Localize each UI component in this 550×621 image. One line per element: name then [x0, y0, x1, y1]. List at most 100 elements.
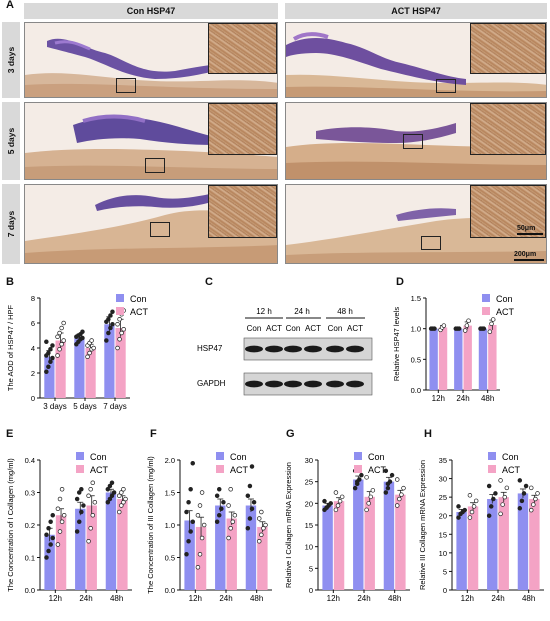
data-point — [119, 490, 124, 495]
data-point — [251, 499, 257, 505]
band-gapdh-6 — [346, 380, 364, 388]
band-gapdh-2 — [265, 380, 283, 388]
data-point — [117, 336, 122, 342]
data-point — [46, 548, 51, 554]
data-point — [50, 512, 55, 518]
inset-act-7days — [470, 185, 546, 238]
data-point — [48, 542, 53, 547]
bar-con — [353, 479, 364, 590]
data-point — [401, 485, 406, 491]
legend-label-act: ACT — [230, 465, 249, 475]
data-point — [105, 486, 111, 492]
bar-act — [85, 348, 96, 398]
data-point — [491, 496, 496, 502]
wb-time-24h: 24 h — [294, 307, 310, 316]
data-point — [115, 321, 120, 327]
data-point — [117, 317, 122, 322]
chart-g: 0 5 10 15 20 25 30 Relative I Collagen mRNA Exp… — [284, 452, 410, 603]
data-point — [199, 535, 205, 541]
legend-swatch-act — [482, 307, 490, 315]
data-point — [88, 486, 93, 492]
bar-act — [86, 505, 97, 590]
wb-lane-2: ACT — [266, 324, 282, 333]
legend-swatch-act — [116, 307, 124, 315]
data-point — [121, 486, 126, 492]
legend-label-con: Con — [90, 452, 107, 462]
y-tick-label: 0.0 — [411, 386, 421, 395]
data-point — [190, 519, 195, 524]
data-point — [249, 506, 255, 511]
data-point — [481, 326, 487, 331]
data-point — [57, 330, 62, 336]
inset-con-5days — [208, 103, 277, 155]
data-point — [486, 483, 492, 489]
bar-act — [438, 327, 448, 390]
x-tick-label: 12h — [189, 594, 202, 603]
y-tick-label: 5 — [443, 567, 447, 576]
data-point — [195, 564, 201, 570]
data-point — [86, 538, 91, 544]
data-point — [59, 325, 64, 331]
data-point — [59, 519, 65, 524]
x-tick-label: 48h — [388, 594, 401, 603]
legend-label-act: ACT — [130, 307, 149, 317]
data-point — [46, 525, 51, 531]
legend-label-con: Con — [496, 294, 513, 304]
panel-letter-d: D — [396, 276, 404, 288]
data-point — [519, 498, 525, 504]
data-point — [55, 353, 60, 358]
bar-con — [454, 328, 463, 390]
bar-con — [184, 520, 195, 590]
bar-act — [364, 496, 375, 590]
legend-swatch-con — [354, 452, 362, 460]
data-point — [456, 515, 461, 520]
data-point — [214, 519, 220, 524]
y-tick-label: 10 — [439, 549, 447, 558]
data-point — [92, 499, 98, 505]
x-tick-label: 48h — [110, 594, 123, 603]
bar-act — [395, 494, 406, 590]
roi-box-act-3days — [436, 79, 456, 93]
y-axis-label: Relative HSP47 levels — [392, 307, 401, 381]
data-point — [324, 505, 329, 510]
data-point — [55, 506, 61, 511]
data-point — [322, 498, 327, 504]
data-point — [467, 515, 473, 520]
data-point — [469, 509, 475, 515]
data-point — [61, 512, 67, 518]
bar-con — [517, 493, 529, 590]
data-point — [333, 490, 339, 495]
legend-label-con: Con — [130, 294, 147, 304]
legend-label-con: Con — [230, 452, 247, 462]
data-point — [46, 350, 51, 356]
x-tick-label: 3 days — [43, 402, 67, 411]
bar-con — [74, 338, 85, 398]
x-tick-label: 48h — [481, 394, 494, 403]
chart-h: 0 5 10 15 20 25 30 35 Relative III Collagen mRNA… — [418, 452, 544, 603]
legend-label-act: ACT — [90, 465, 109, 475]
data-point — [354, 479, 360, 484]
data-point — [337, 498, 343, 504]
panel-letter-f: F — [150, 428, 157, 440]
data-point — [107, 483, 113, 489]
x-tick-label: 12h — [49, 594, 62, 603]
legend-label-con: Con — [368, 452, 385, 462]
data-point — [383, 468, 389, 474]
bar-act — [117, 499, 128, 590]
bar-act — [195, 526, 207, 590]
inset-con-3days — [208, 23, 277, 74]
data-point — [90, 480, 96, 485]
bar-act — [333, 501, 345, 590]
data-point — [110, 321, 115, 327]
x-tick-label: 12h — [432, 394, 445, 403]
data-point — [257, 538, 262, 544]
data-point — [188, 486, 193, 492]
y-tick-label: 10 — [305, 543, 313, 552]
data-point — [368, 494, 374, 500]
data-point — [106, 330, 111, 336]
data-point — [50, 355, 55, 361]
x-tick-label: 24h — [219, 594, 232, 603]
x-tick-label: 7 days — [103, 402, 127, 411]
band-gapdh-1 — [245, 380, 263, 388]
data-point — [117, 493, 122, 498]
